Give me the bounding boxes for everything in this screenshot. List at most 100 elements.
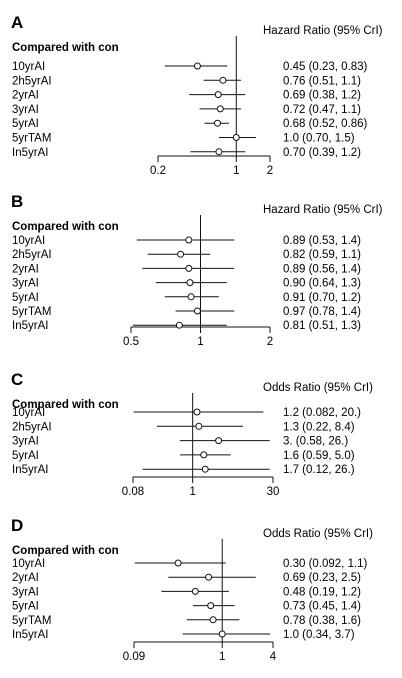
row-label: 5yrTAM [12,133,51,145]
estimate-value-label: 0.70 (0.39, 1.2) [283,147,361,159]
measure-label: Odds Ratio (95% CrI) [263,382,373,394]
estimate-value-label: 1.0 (0.34, 3.7) [283,629,355,641]
point-estimate [218,630,226,638]
point-estimate [216,105,224,113]
estimate-value-label: 0.90 (0.64, 1.3) [283,278,361,290]
estimate-value-label: 0.91 (0.70, 1.2) [283,292,361,304]
point-estimate [207,602,215,610]
row-label: 2yrAI [12,572,39,584]
estimate-value-label: 0.69 (0.38, 1.2) [283,90,361,102]
point-estimate [193,307,201,315]
estimate-value-label: 1.2 (0.082, 20.) [283,407,361,419]
row-label: 3yrAI [12,586,39,598]
row-label: 10yrAI [12,61,45,73]
x-axis-tick-label: 0.08 [122,486,144,498]
x-axis-tick-label: 4 [270,651,277,663]
x-axis-tick-label: 2 [267,336,273,348]
estimate-value-label: 0.48 (0.19, 1.2) [283,586,361,598]
row-label: 10yrAI [12,235,45,247]
estimate-value-label: 1.0 (0.70, 1.5) [283,133,355,145]
estimate-value-label: 0.68 (0.52, 0.86) [283,118,368,130]
row-label: 5yrAI [12,601,39,613]
point-estimate [193,62,201,70]
point-estimate [215,148,223,156]
point-estimate [201,465,209,473]
estimate-value-label: 1.6 (0.59, 5.0) [283,450,355,462]
point-estimate [175,321,183,329]
point-estimate [186,279,194,287]
point-estimate [219,76,227,84]
x-axis-tick-label: 0.09 [123,651,145,663]
x-axis-tick-label: 1 [219,651,225,663]
point-estimate [185,236,193,244]
estimate-value-label: 0.72 (0.47, 1.1) [283,104,361,116]
row-label: 10yrAI [12,558,45,570]
row-label: 2h5yrAI [12,421,52,433]
panel-label: C [11,370,23,389]
row-label: In5yrAI [12,320,48,332]
point-estimate [200,451,208,459]
point-estimate [205,573,213,581]
compared-with-label: Compared with con [12,399,119,411]
row-label: 5yrAI [12,118,39,130]
estimate-value-label: 0.82 (0.59, 1.1) [283,249,361,261]
point-estimate [185,264,193,272]
compared-with-label: Compared with con [12,545,119,557]
estimate-value-label: 0.73 (0.45, 1.4) [283,601,361,613]
estimate-value-label: 0.78 (0.38, 1.6) [283,615,361,627]
row-label: 2yrAI [12,263,39,275]
point-estimate [187,293,195,301]
measure-label: Odds Ratio (95% CrI) [263,528,373,540]
x-axis-tick-label: 1 [233,165,239,177]
estimate-value-label: 0.69 (0.23, 2.5) [283,572,361,584]
row-label: 3yrAI [12,104,39,116]
row-label: In5yrAI [12,464,48,476]
row-label: In5yrAI [12,629,48,641]
point-estimate [193,408,201,416]
x-axis-tick-label: 1 [197,336,203,348]
point-estimate [232,134,240,141]
point-estimate [177,250,185,258]
x-axis-tick-label: 0.5 [123,336,139,348]
estimate-value-label: 0.89 (0.53, 1.4) [283,235,361,247]
row-label: 5yrAI [12,450,39,462]
row-label: 5yrTAM [12,615,51,627]
row-label: 5yrTAM [12,306,51,318]
row-label: 3yrAI [12,278,39,290]
row-label: 2h5yrAI [12,249,52,261]
x-axis-tick-label: 2 [267,165,273,177]
compared-with-label: Compared with con [12,221,119,233]
estimate-value-label: 0.76 (0.51, 1.1) [283,75,361,87]
point-estimate [214,119,222,127]
panel-label: A [11,13,23,32]
row-label: 10yrAI [12,407,45,419]
row-label: 2yrAI [12,90,39,102]
x-axis-tick-label: 0.2 [150,165,166,177]
point-estimate [209,616,217,624]
measure-label: Hazard Ratio (95% CrI) [263,25,383,37]
point-estimate [174,559,182,567]
estimate-value-label: 0.89 (0.56, 1.4) [283,263,361,275]
estimate-value-label: 0.81 (0.51, 1.3) [283,320,361,332]
estimate-value-label: 1.3 (0.22, 8.4) [283,421,355,433]
x-axis-tick-label: 1 [189,486,195,498]
x-axis-tick-label: 30 [267,486,280,498]
row-label: 3yrAI [12,436,39,448]
estimate-value-label: 1.7 (0.12, 26.) [283,464,355,476]
point-estimate [215,437,223,445]
estimate-value-label: 3. (0.58, 26.) [283,436,348,448]
row-label: 2h5yrAI [12,75,52,87]
panel-label: B [11,192,23,211]
row-label: In5yrAI [12,147,48,159]
point-estimate [195,422,203,430]
measure-label: Hazard Ratio (95% CrI) [263,204,383,216]
panel-label: D [11,516,23,535]
estimate-value-label: 0.30 (0.092, 1.1) [283,558,368,570]
estimate-value-label: 0.45 (0.23, 0.83) [283,61,368,73]
row-label: 5yrAI [12,292,39,304]
point-estimate [191,587,199,595]
point-estimate [214,91,222,99]
compared-with-label: Compared with con [12,42,119,54]
